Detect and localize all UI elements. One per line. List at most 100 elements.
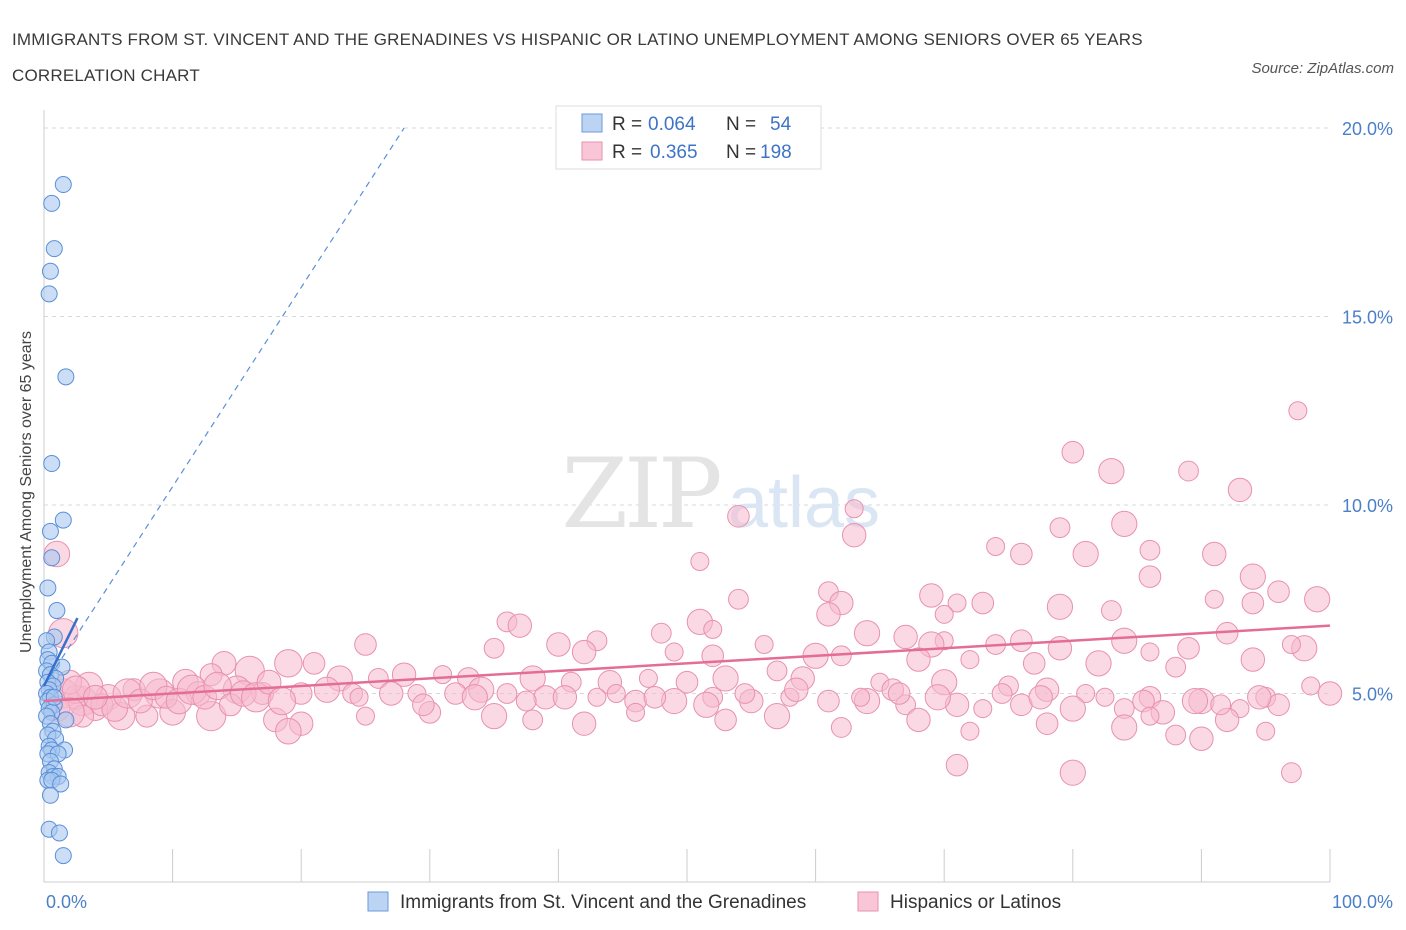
hispanic-point: [1138, 565, 1162, 588]
hispanic-point: [945, 753, 969, 777]
immigrant-point: [50, 824, 68, 842]
hispanic-point: [714, 708, 737, 732]
hispanic-point: [587, 687, 607, 707]
bottom-legend-swatch-hispanics: [857, 891, 879, 912]
hispanic-point: [461, 684, 488, 711]
hispanic-point: [1240, 647, 1266, 672]
immigrant-point: [43, 194, 61, 212]
hispanic-point: [571, 639, 597, 665]
hispanic-point: [830, 717, 852, 738]
hispanic-point: [766, 660, 788, 682]
hispanic-point: [1165, 724, 1187, 746]
immigrant-point: [54, 176, 72, 194]
hispanic-point: [412, 693, 435, 717]
tick-labels: 5.0% 10.0% 15.0% 20.0% 0.0% 100.0%: [46, 119, 1393, 912]
hispanic-point: [924, 684, 951, 711]
hispanic-point: [1317, 681, 1343, 706]
hispanic-point: [379, 681, 404, 706]
immigrant-point: [57, 368, 75, 386]
hispanic-point: [934, 604, 954, 624]
immigrant-point: [41, 786, 59, 804]
hispanic-point: [571, 711, 597, 736]
hispanic-point: [1085, 650, 1112, 677]
hispanic-point: [690, 552, 710, 572]
hispanic-point: [960, 650, 980, 670]
hispanic-point: [947, 593, 967, 613]
source-credit: Source: ZipAtlas.com: [1251, 60, 1394, 77]
hispanic-point: [643, 685, 667, 709]
chart-title: IMMIGRANTS FROM ST. VINCENT AND THE GREN…: [12, 30, 1143, 85]
hispanic-point: [1241, 591, 1265, 615]
hispanic-point: [1076, 684, 1096, 703]
hispanic-point: [267, 686, 297, 716]
hispanic-point: [606, 684, 626, 703]
hispanic-point: [275, 717, 302, 745]
correlation-legend: R = 0.064 N = 54 R = 0.365 N = 198: [555, 105, 822, 170]
hispanic-point: [703, 619, 723, 639]
immigrant-point: [41, 262, 59, 280]
immigrant-point: [39, 579, 57, 597]
hispanic-point: [496, 683, 518, 704]
hispanic-point: [552, 685, 578, 710]
hispanic-point: [203, 671, 232, 701]
y-axis-label: Unemployment Among Seniors over 65 years: [18, 331, 35, 653]
hispanic-point: [1281, 634, 1301, 654]
hispanic-point: [1256, 721, 1276, 741]
hispanic-point: [1281, 762, 1302, 784]
hispanic-point: [816, 602, 841, 627]
hispanic-point: [356, 706, 375, 726]
y-tick-label: 10.0%: [1342, 496, 1393, 516]
hispanic-point: [906, 647, 931, 672]
immigrant-point: [57, 711, 75, 729]
hispanic-point: [1247, 685, 1272, 710]
immigrant-trend-extended: [43, 127, 405, 687]
trend-lines: [42, 127, 1331, 703]
hispanic-point: [515, 690, 537, 712]
immigrant-point: [41, 522, 59, 540]
watermark: ZIP atlas: [561, 438, 880, 550]
hispanic-point: [973, 699, 993, 719]
immigrant-points: [38, 176, 75, 865]
legend-n-label-2: N =: [726, 142, 756, 163]
hispanic-point: [1210, 694, 1232, 716]
watermark-zip: ZIP: [561, 438, 720, 550]
legend-r-value-2: 0.365: [650, 142, 698, 163]
hispanic-point: [841, 522, 867, 548]
immigrant-point: [54, 511, 72, 529]
hispanic-point: [817, 689, 840, 713]
hispanic-point: [1111, 510, 1138, 537]
hispanic-point: [1267, 580, 1290, 604]
hispanic-point: [727, 505, 750, 528]
immigrant-point: [54, 847, 72, 865]
hispanic-point: [1181, 687, 1209, 715]
immigrant-point: [48, 602, 66, 620]
hispanic-point: [1022, 652, 1046, 675]
hispanic-point: [763, 703, 791, 730]
legend-r-label-1: R =: [612, 114, 642, 135]
hispanic-point: [481, 703, 508, 730]
hispanic-point: [274, 649, 303, 678]
hispanic-point: [986, 536, 1006, 556]
legend-n-label-1: N =: [726, 114, 756, 135]
legend-n-value-2: 198: [760, 142, 792, 163]
legend-r-value-1: 0.064: [648, 114, 696, 135]
hispanic-point: [1095, 687, 1115, 707]
legend-swatch-hispanics: [581, 141, 603, 161]
hispanic-point: [728, 588, 749, 610]
hispanic-point: [664, 642, 684, 662]
hispanic-point: [853, 620, 881, 647]
hispanic-point: [1010, 629, 1033, 653]
hispanic-point: [1010, 542, 1033, 566]
hispanic-point: [313, 676, 341, 703]
hispanic-point: [693, 691, 720, 718]
hispanic-point: [1177, 636, 1200, 660]
hispanic-point: [302, 652, 326, 675]
hispanic-point: [851, 687, 871, 707]
bottom-legend-label-hispanics: Hispanics or Latinos: [890, 892, 1061, 913]
series-legend: Immigrants from St. Vincent and the Gren…: [367, 891, 1061, 913]
hispanic-trend-line: [43, 624, 1331, 703]
hispanic-point: [1178, 460, 1199, 482]
hispanic-point: [784, 677, 809, 702]
gridlines: [44, 127, 1330, 694]
